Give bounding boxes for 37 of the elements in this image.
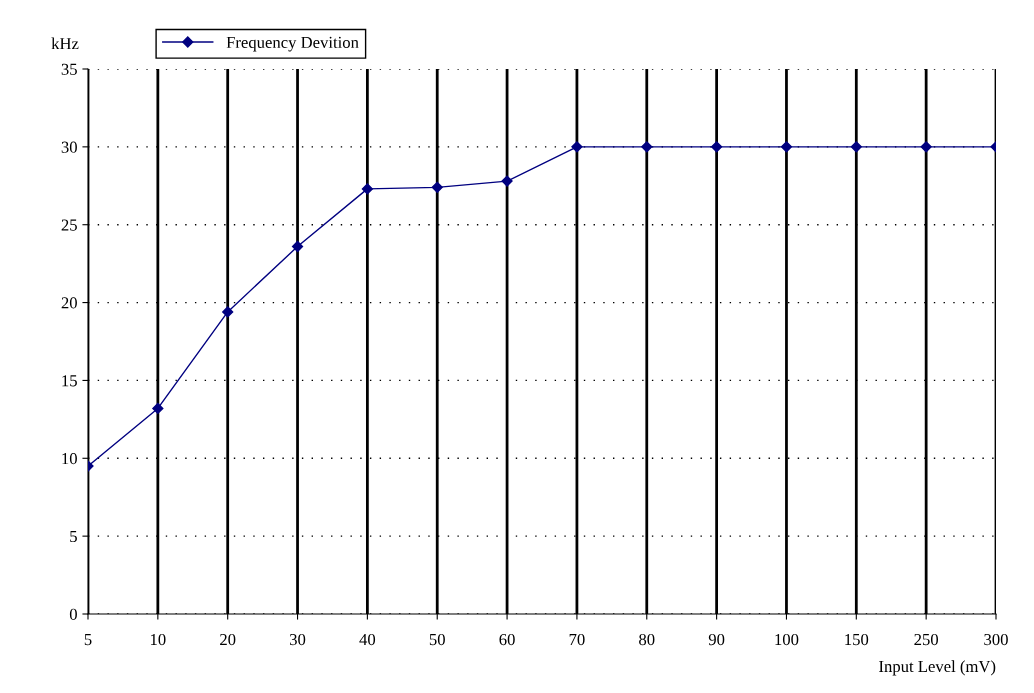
x-tick-label: 10 xyxy=(150,633,166,646)
x-tick-label: 300 xyxy=(984,633,1008,646)
point xyxy=(152,402,164,415)
y-tick-label: 5 xyxy=(70,531,77,543)
x-axis-title: Input Level (mV) xyxy=(879,660,996,676)
y-tick-label: 35 xyxy=(61,63,77,75)
legend-label: Frequency Devition xyxy=(226,36,359,52)
x-tick-label: 150 xyxy=(845,633,869,646)
y-tick-label: 30 xyxy=(61,141,77,153)
x-tick-label: 90 xyxy=(708,633,725,646)
point xyxy=(361,183,373,195)
point xyxy=(501,175,513,187)
y-axis-title: kHz xyxy=(51,37,79,50)
y-tick-label: 0 xyxy=(69,608,77,620)
point xyxy=(431,181,443,193)
x-tick-label: 250 xyxy=(914,633,939,646)
y-tick-label: 15 xyxy=(62,375,77,387)
point xyxy=(711,141,723,153)
y-tick-label: 20 xyxy=(61,297,77,309)
x-tick-label: 20 xyxy=(220,633,236,646)
point xyxy=(920,141,932,153)
point xyxy=(571,141,583,153)
x-tick-label: 60 xyxy=(499,633,515,646)
point xyxy=(850,141,862,153)
point xyxy=(291,240,304,253)
y-tick-label: 10 xyxy=(62,452,77,465)
x-tick-label: 30 xyxy=(290,633,306,646)
point xyxy=(641,141,653,153)
point xyxy=(222,306,234,318)
x-tick-label: 80 xyxy=(639,633,655,646)
x-tick-label: 5 xyxy=(84,634,92,646)
y-tick-label: 25 xyxy=(61,219,77,231)
x-tick-label: 40 xyxy=(359,633,376,646)
x-tick-label: 50 xyxy=(429,633,445,646)
point xyxy=(780,141,793,153)
x-tick-label: 70 xyxy=(569,633,585,646)
x-tick-label: 100 xyxy=(775,633,799,646)
